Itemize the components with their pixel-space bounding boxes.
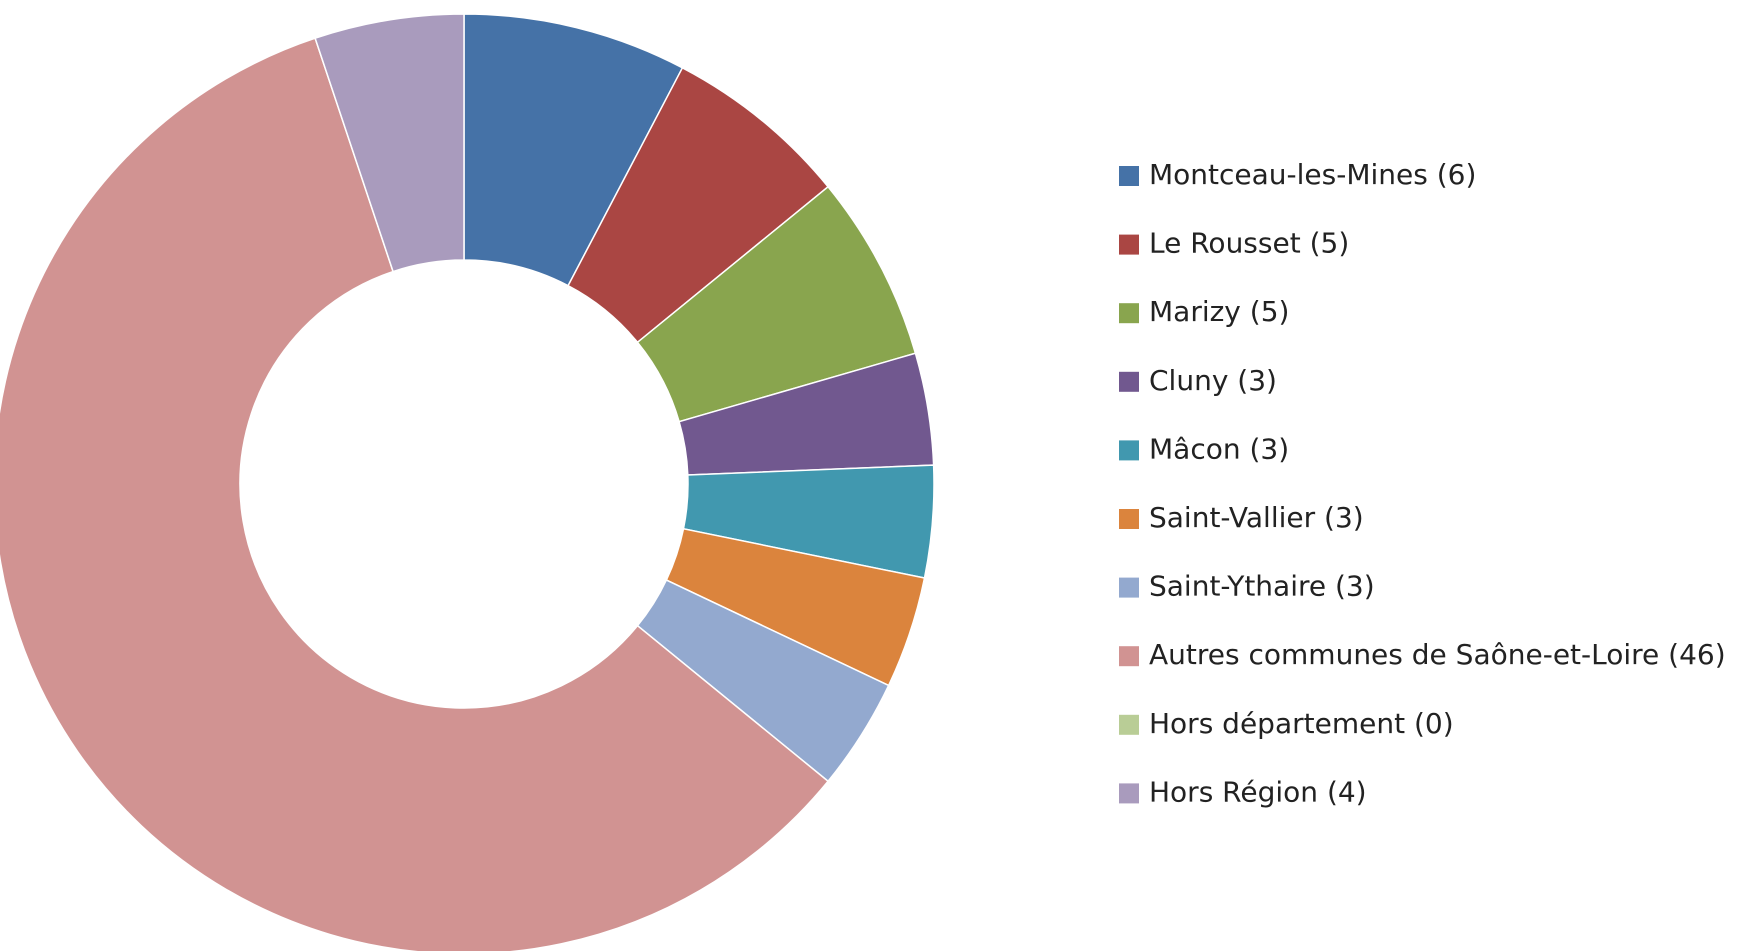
donut-slice — [314, 13, 465, 273]
legend-label: Montceau-les-Mines (6) — [1149, 158, 1476, 191]
legend-label: Cluny (3) — [1149, 364, 1277, 397]
legend-swatch — [1119, 234, 1139, 255]
legend-label: Saint-Ythaire (3) — [1149, 570, 1375, 603]
legend-swatch — [1119, 646, 1139, 667]
legend-label: Le Rousset (5) — [1149, 227, 1349, 260]
legend-swatch — [1119, 714, 1139, 735]
legend-swatch — [1119, 440, 1139, 461]
legend-swatch — [1119, 509, 1139, 529]
legend-label: Marizy (5) — [1149, 295, 1289, 328]
donut-slice — [0, 37, 830, 951]
legend-label: Hors département (0) — [1149, 707, 1454, 740]
legend-swatch — [1119, 371, 1139, 392]
legend-label: Autres communes de Saône-et-Loire (46) — [1149, 638, 1726, 671]
legend-swatch — [1119, 166, 1139, 186]
legend-label: Mâcon (3) — [1149, 432, 1289, 465]
legend-swatch — [1119, 783, 1139, 804]
legend-swatch — [1119, 303, 1139, 324]
legend-swatch — [1119, 577, 1139, 598]
legend-label: Hors Région (4) — [1149, 775, 1367, 808]
legend-label: Saint-Vallier (3) — [1149, 501, 1364, 534]
